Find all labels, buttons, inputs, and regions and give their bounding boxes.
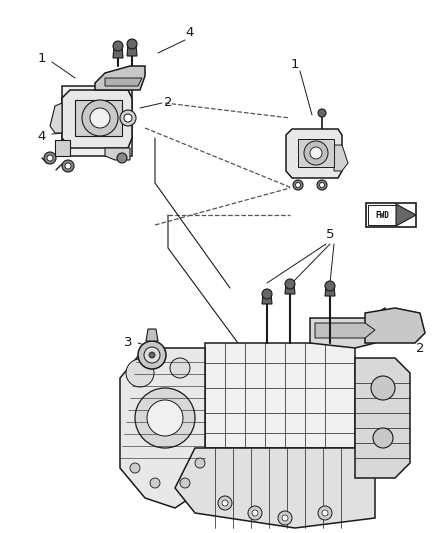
Polygon shape <box>62 86 132 156</box>
Polygon shape <box>95 66 145 90</box>
Circle shape <box>296 182 300 188</box>
Polygon shape <box>120 348 205 508</box>
Circle shape <box>65 163 71 169</box>
Circle shape <box>318 109 326 117</box>
Text: 2: 2 <box>164 96 172 109</box>
Polygon shape <box>105 78 142 86</box>
Circle shape <box>293 180 303 190</box>
Text: 1: 1 <box>291 59 299 71</box>
Polygon shape <box>334 145 348 171</box>
Text: 1: 1 <box>38 52 46 64</box>
Polygon shape <box>298 139 334 167</box>
Circle shape <box>248 506 262 520</box>
Polygon shape <box>55 140 70 156</box>
Circle shape <box>126 359 154 387</box>
Circle shape <box>285 279 295 289</box>
Polygon shape <box>366 203 416 227</box>
Polygon shape <box>310 308 390 348</box>
Circle shape <box>90 108 110 128</box>
Polygon shape <box>75 100 122 136</box>
Circle shape <box>371 376 395 400</box>
Circle shape <box>304 141 328 165</box>
Circle shape <box>262 289 272 299</box>
Circle shape <box>170 358 190 378</box>
Circle shape <box>124 114 132 122</box>
Text: 4: 4 <box>186 27 194 39</box>
Circle shape <box>319 182 325 188</box>
Polygon shape <box>146 329 158 341</box>
Circle shape <box>130 463 140 473</box>
Polygon shape <box>285 284 295 294</box>
Text: 5: 5 <box>326 229 334 241</box>
Circle shape <box>47 155 53 161</box>
Circle shape <box>282 515 288 521</box>
Circle shape <box>318 506 332 520</box>
Circle shape <box>310 147 322 159</box>
Circle shape <box>138 341 166 369</box>
Polygon shape <box>105 148 130 160</box>
Circle shape <box>252 510 258 516</box>
Circle shape <box>82 100 118 136</box>
Polygon shape <box>50 103 62 133</box>
Circle shape <box>317 180 327 190</box>
Polygon shape <box>127 44 137 56</box>
Polygon shape <box>396 204 416 226</box>
Circle shape <box>117 153 127 163</box>
Polygon shape <box>286 129 342 178</box>
Circle shape <box>147 400 183 436</box>
Text: 4: 4 <box>38 131 46 143</box>
Polygon shape <box>262 294 272 304</box>
Polygon shape <box>365 308 425 343</box>
Circle shape <box>325 281 335 291</box>
Circle shape <box>149 352 155 358</box>
Text: FWD: FWD <box>375 211 389 220</box>
Circle shape <box>218 496 232 510</box>
Polygon shape <box>355 358 410 478</box>
Circle shape <box>113 41 123 51</box>
Circle shape <box>120 110 136 126</box>
Polygon shape <box>368 205 396 225</box>
Circle shape <box>195 458 205 468</box>
Circle shape <box>278 511 292 525</box>
Polygon shape <box>315 323 375 338</box>
Polygon shape <box>325 286 335 296</box>
Polygon shape <box>113 46 123 58</box>
Text: 2: 2 <box>416 342 424 354</box>
Circle shape <box>222 500 228 506</box>
Polygon shape <box>62 90 132 148</box>
Circle shape <box>44 152 56 164</box>
Circle shape <box>135 388 195 448</box>
Text: 3: 3 <box>124 336 132 350</box>
Polygon shape <box>175 448 375 528</box>
Circle shape <box>322 510 328 516</box>
Circle shape <box>150 478 160 488</box>
Circle shape <box>180 478 190 488</box>
Circle shape <box>127 39 137 49</box>
Circle shape <box>373 428 393 448</box>
Polygon shape <box>205 343 355 448</box>
Circle shape <box>62 160 74 172</box>
Circle shape <box>144 347 160 363</box>
